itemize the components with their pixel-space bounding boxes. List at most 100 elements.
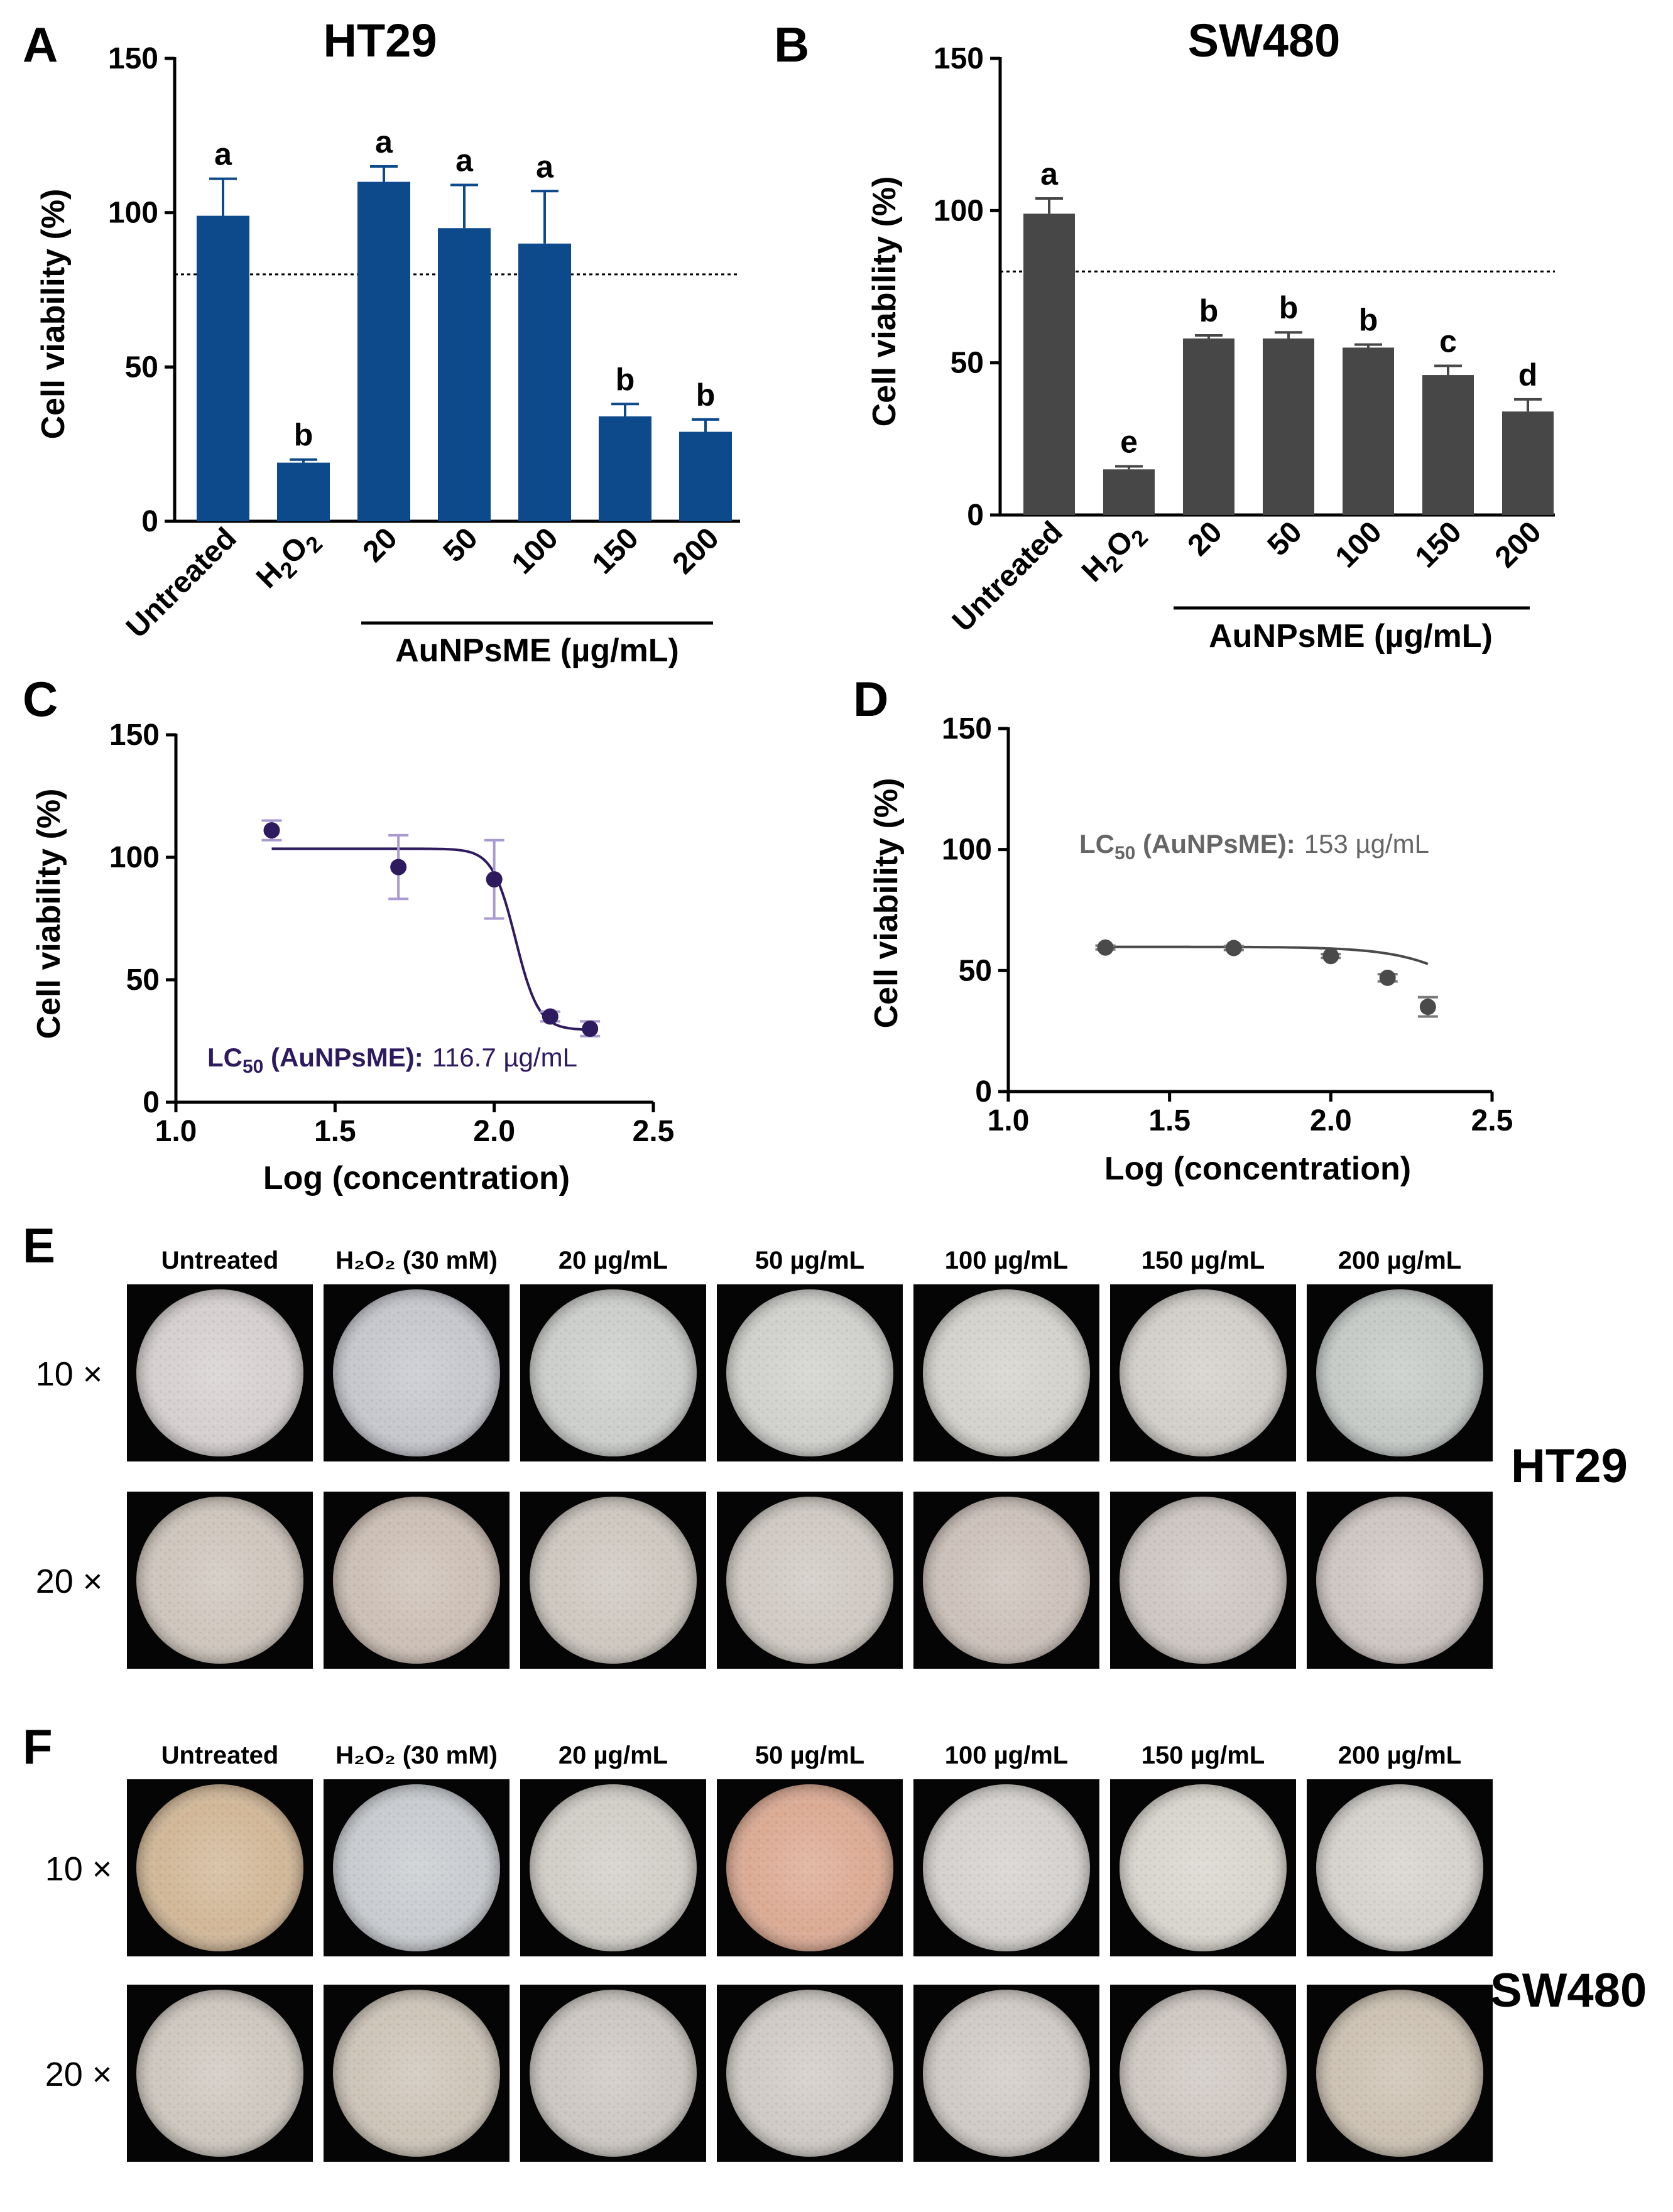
chart-b-title: SW480 [1188, 14, 1341, 67]
chart-d-sw480-dose-response: Cell viability (%) 0 50 100 150 1.0 1.5 2.0 2.5… [868, 712, 1513, 1187]
micrograph-ht29-vignette [923, 1289, 1090, 1456]
micrograph-ht29-vignette [333, 1289, 500, 1456]
chart-a-bar [438, 228, 491, 521]
chart-c-ytick-label: 100 [109, 841, 160, 874]
micrograph-ht29-vignette [530, 1289, 697, 1456]
micrograph-sw480-row-label: 20 × [45, 2056, 112, 2093]
micrograph-ht29-vignette [923, 1497, 1090, 1664]
chart-a-xtick-label: 200 [667, 521, 726, 580]
chart-b-bar [1103, 469, 1155, 515]
micrograph-sw480-vignette [530, 1784, 697, 1951]
chart-b-plot: 0 50 100 150 a Untreated e H2O2 b 20 b 50 b 100 c 150 d 2… [934, 42, 1555, 638]
chart-a-ytick-label: 0 [141, 505, 158, 538]
micrograph-sw480-column-label: 200 µg/mL [1338, 1742, 1461, 1769]
chart-d-plot: 0 50 100 150 1.0 1.5 2.0 2.5 [942, 712, 1513, 1137]
micrograph-ht29-row-label: 20 × [36, 1563, 103, 1600]
micrograph-sw480-vignette [1316, 1784, 1483, 1951]
chart-c-xtick-label: 2.0 [473, 1115, 515, 1148]
chart-a-title: HT29 [324, 14, 437, 67]
chart-b-xtick-label: 50 [1262, 515, 1309, 562]
chart-a-bar [518, 243, 571, 521]
chart-c-ytick-label: 50 [126, 963, 160, 997]
chart-a-significance-letter: a [214, 137, 232, 172]
chart-d-lc50-suffix: (AuNPsME): [1135, 829, 1295, 859]
chart-b-bar [1263, 338, 1314, 515]
micrograph-ht29-column-label: 50 µg/mL [755, 1247, 864, 1274]
chart-a-xtick-label: 50 [437, 521, 484, 568]
chart-d-data-point [1379, 969, 1396, 986]
chart-d-xlabel: Log (concentration) [1104, 1151, 1411, 1187]
micrograph-ht29-vignette [530, 1497, 697, 1664]
chart-a-ytick-label: 100 [108, 197, 158, 230]
micrograph-sw480-vignette [136, 1990, 303, 2157]
micrograph-ht29-vignette [1316, 1497, 1483, 1664]
chart-b-ylabel: Cell viability (%) [866, 176, 903, 427]
chart-b-bar [1422, 375, 1474, 515]
micrograph-ht29-column-label: 20 µg/mL [559, 1247, 668, 1274]
chart-c-data-point [390, 859, 407, 876]
micrograph-grid-f-sw480: Untreated H₂O₂ (30 mM) 20 µg/mL 50 µg/mL 100… [45, 1742, 1493, 2162]
chart-c-lc50-value: 116.7 µg/mL [432, 1043, 577, 1072]
chart-d-lc50-prefix: LC [1079, 829, 1114, 859]
micrograph-sw480-vignette [923, 1784, 1090, 1951]
chart-b-ytick-label: 0 [967, 499, 984, 532]
chart-b-significance-letter: c [1439, 324, 1457, 359]
chart-b-xtick-label: 20 [1182, 515, 1229, 562]
chart-b-significance-letter: d [1518, 357, 1538, 393]
chart-b-sw480-bar: SW480 Cell viability (%) 0 50 100 150 a Untre… [866, 14, 1555, 654]
micrograph-ht29-vignette [333, 1497, 500, 1664]
chart-c-plot: 0 50 100 150 1.0 1.5 2.0 2.5 [109, 718, 674, 1148]
micrograph-ht29-column-label: H₂O₂ (30 mM) [335, 1247, 498, 1274]
chart-a-xtick-label: 150 [586, 521, 645, 580]
micrograph-sw480-vignette [530, 1990, 697, 2157]
chart-b-bar [1343, 347, 1394, 515]
micrograph-ht29-column-label: 100 µg/mL [945, 1247, 1068, 1274]
micrograph-e-cell-line: HT29 [1511, 1439, 1628, 1493]
micrograph-sw480-vignette [333, 1784, 500, 1951]
micrograph-sw480-vignette [923, 1990, 1090, 2157]
chart-c-data-point [263, 822, 280, 839]
chart-d-data-point [1097, 939, 1114, 956]
chart-c-ytick-label: 150 [109, 718, 160, 752]
chart-d-fit-curve [1105, 945, 1429, 965]
chart-a-xtick-label: 100 [506, 521, 565, 580]
micrograph-sw480-column-label: 100 µg/mL [945, 1742, 1068, 1769]
chart-b-xtick-label: 100 [1329, 515, 1388, 574]
chart-d-lc50-sub: 50 [1114, 843, 1135, 864]
chart-d-xtick-label: 1.0 [988, 1104, 1030, 1137]
chart-c-ylabel: Cell viability (%) [31, 789, 67, 1039]
micrograph-sw480-vignette [333, 1990, 500, 2157]
chart-a-significance-letter: a [536, 149, 554, 184]
chart-b-bar [1023, 214, 1075, 515]
chart-d-lc50-value: 153 µg/mL [1304, 829, 1429, 859]
micrograph-sw480-vignette [1120, 1784, 1287, 1951]
chart-a-bar [277, 462, 330, 521]
chart-a-bar [197, 215, 249, 521]
chart-b-ytick-label: 50 [951, 347, 984, 380]
panel-letter-e: E [23, 1218, 55, 1273]
chart-c-lc50-sub: 50 [243, 1056, 263, 1077]
chart-a-significance-letter: b [696, 377, 716, 413]
chart-c-fit-curve [271, 847, 591, 1031]
chart-a-significance-letter: a [375, 124, 393, 160]
panel-letter-a: A [23, 17, 58, 72]
micrograph-sw480-column-label: Untreated [161, 1742, 279, 1769]
panel-letter-f: F [23, 1719, 53, 1774]
chart-c-xtick-label: 1.0 [155, 1115, 197, 1148]
micrograph-ht29-vignette [1120, 1289, 1287, 1456]
chart-b-xtick-label: 150 [1409, 515, 1468, 574]
micrograph-ht29-vignette [136, 1289, 303, 1456]
panel-letter-b: B [774, 17, 809, 72]
chart-c-data-point [542, 1008, 559, 1025]
chart-d-ytick-label: 0 [975, 1075, 992, 1109]
micrograph-ht29-row-label: 10 × [36, 1355, 103, 1393]
micrograph-sw480-vignette [1120, 1990, 1287, 2157]
chart-a-significance-letter: b [294, 418, 313, 453]
chart-c-lc50-annotation: LC50 (AuNPsME): 116.7 µg/mL [207, 1043, 577, 1077]
chart-d-ytick-label: 100 [942, 833, 992, 867]
micrograph-sw480-column-label: H₂O₂ (30 mM) [335, 1742, 498, 1769]
micrograph-sw480-vignette [726, 1784, 893, 1951]
chart-a-ytick-label: 50 [125, 350, 158, 384]
chart-c-lc50-prefix: LC [207, 1043, 243, 1072]
chart-b-ytick-label: 100 [934, 194, 984, 227]
